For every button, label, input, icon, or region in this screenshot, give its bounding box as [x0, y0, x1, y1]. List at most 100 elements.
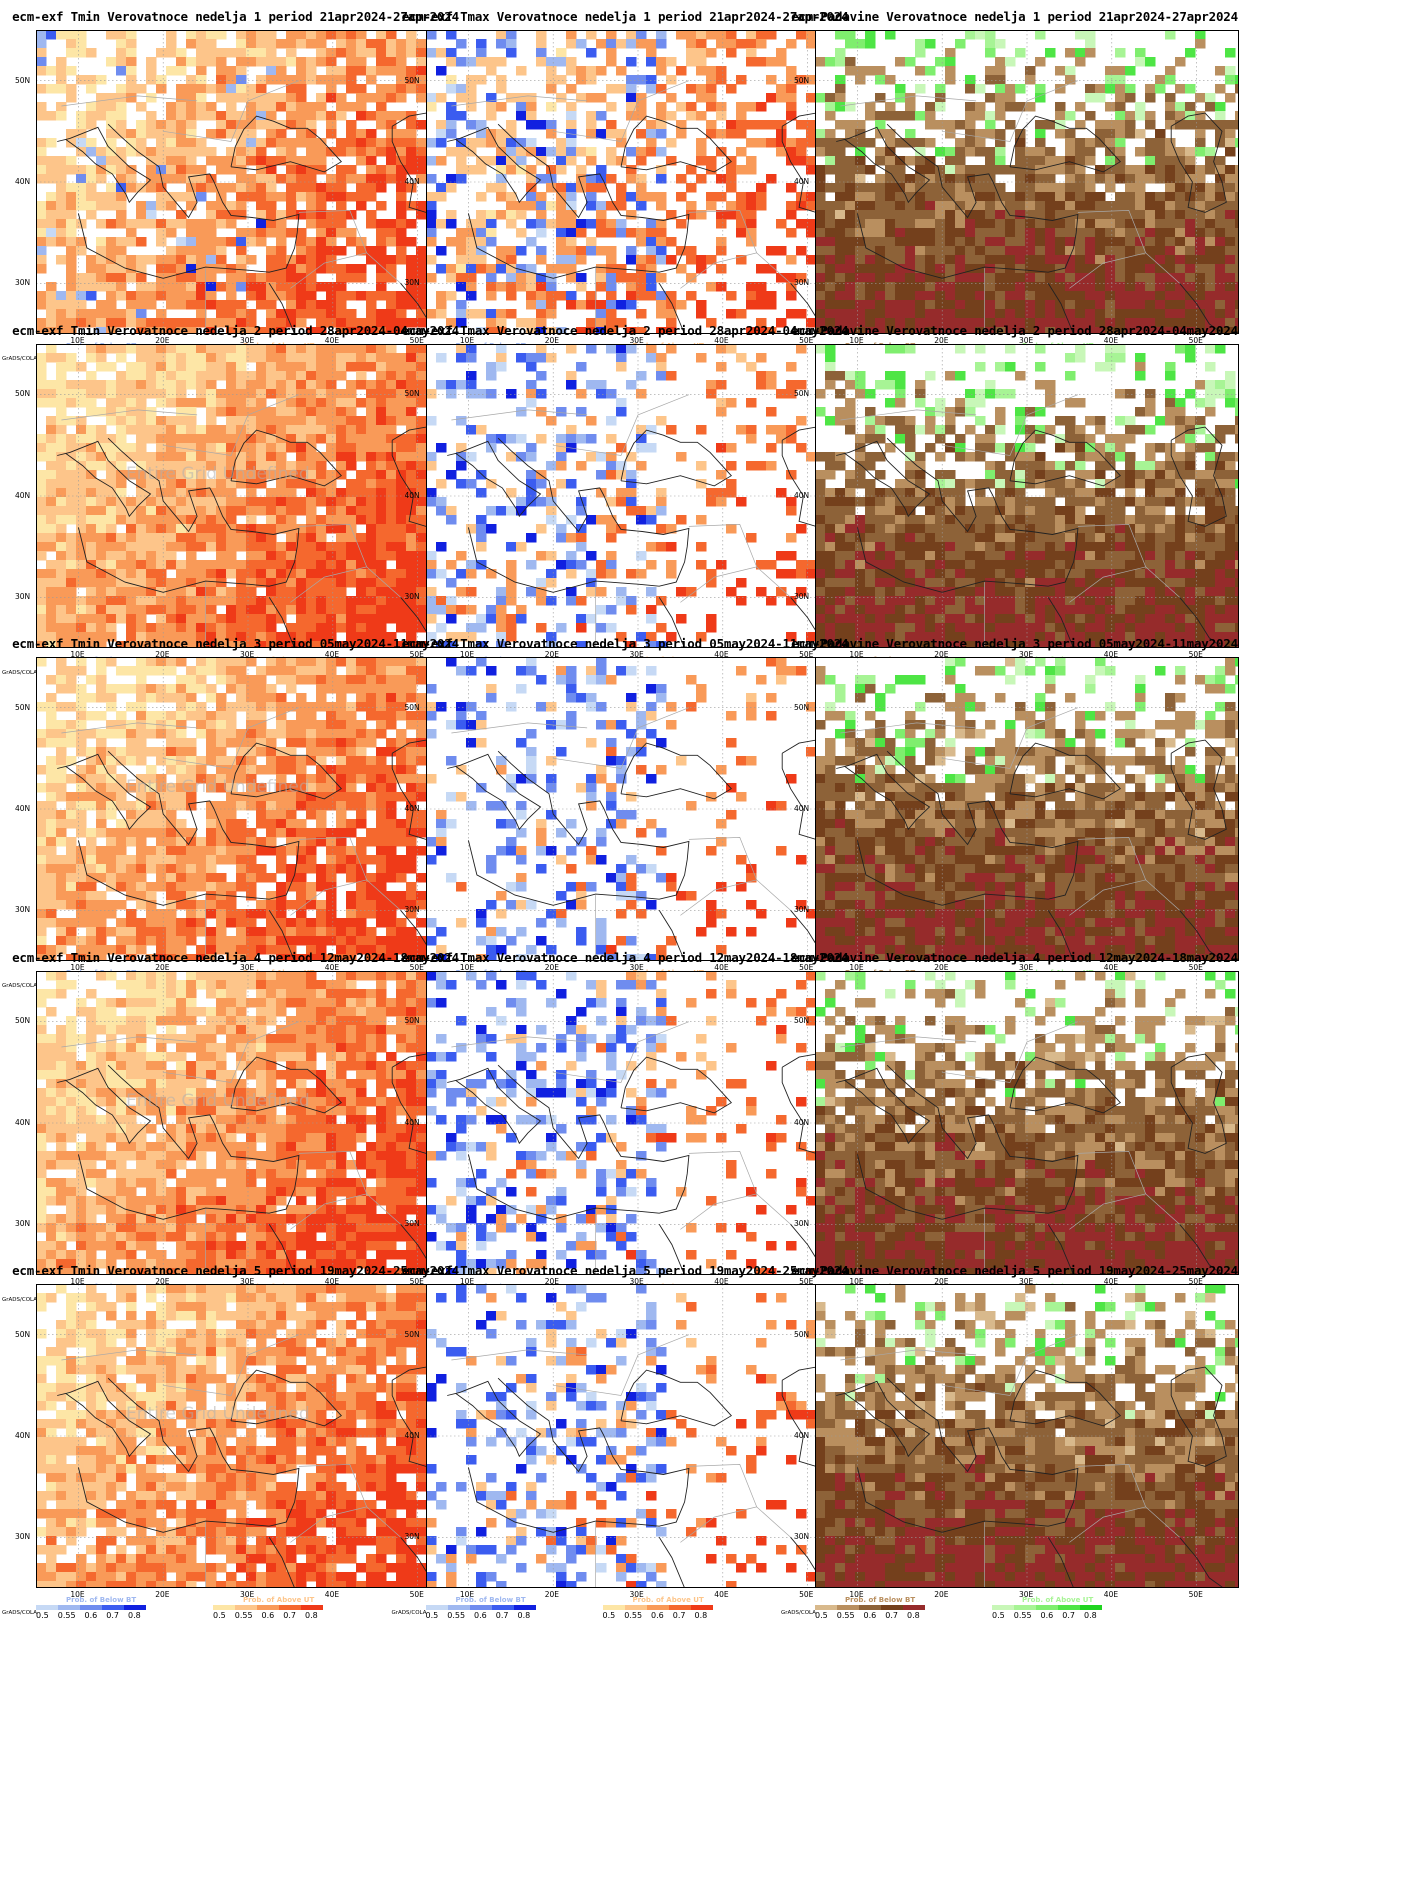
probability-cells	[36, 1284, 460, 1588]
coastline	[446, 126, 541, 204]
colorbar-swatch	[690, 1605, 713, 1610]
longitude-label: 40E	[324, 963, 340, 972]
grads-credit: GrADS/COLA	[2, 1296, 37, 1303]
colorbar-tick: 0.8	[907, 1611, 920, 1620]
colorbar-tick: 0.5	[602, 1611, 616, 1620]
latitude-label: 50N	[15, 1016, 31, 1026]
country-border	[552, 1334, 689, 1396]
coastline	[1179, 1537, 1225, 1588]
coastline	[836, 1380, 931, 1458]
coastline	[107, 1064, 215, 1159]
latitude-label: 30N	[404, 905, 420, 915]
forecast-panel: ecm-Padavine Verovatnoce nedelja 5 perio…	[779, 1254, 1250, 1633]
longitude-label: 20E	[934, 1590, 949, 1599]
map-frame	[815, 343, 1239, 648]
panel-title: ecm-exf Tmax Verovatnoce nedelja 3 perio…	[401, 636, 849, 651]
longitude-label: 10E	[70, 963, 85, 972]
longitude-label: 10E	[459, 649, 475, 659]
colorbar-swatch	[837, 1605, 859, 1610]
colorbar-swatch	[257, 1605, 279, 1610]
latitude-label: 30N	[404, 1532, 420, 1542]
longitude-label: 10E	[849, 1276, 864, 1286]
coastline	[1009, 115, 1122, 173]
coastline	[57, 1380, 152, 1458]
coastline	[886, 1064, 994, 1159]
coastline	[620, 429, 732, 486]
coastline	[268, 283, 312, 334]
forecast-panel: ecm-exf Tmin Verovatnoce nedelja 3 perio…	[0, 627, 471, 1006]
coastline	[497, 750, 604, 846]
coastline	[836, 1067, 931, 1144]
latitude-label: 50N	[15, 702, 31, 712]
coastline	[77, 495, 300, 593]
longitude-label: 10E	[849, 649, 864, 659]
longitude-label: 30E	[1019, 1276, 1034, 1286]
colorbar-swatch	[491, 1605, 514, 1610]
country-border	[61, 1349, 198, 1361]
colorbar-swatch	[425, 1605, 448, 1610]
probability-map: Entire Grid Undefined	[36, 970, 460, 1275]
coastline	[836, 126, 931, 204]
colorbar-tick: 0.6	[84, 1611, 98, 1620]
latitude-label: 40N	[15, 1117, 31, 1127]
latitude-label: 50N	[404, 702, 420, 712]
coastline	[1170, 1053, 1227, 1154]
latitude-label: 30N	[794, 1218, 810, 1228]
longitude-label: 50E	[409, 1276, 424, 1286]
longitude-label: 30E	[240, 1590, 255, 1599]
probability-map	[425, 343, 850, 648]
grads-credit: GrADS/COLA	[2, 1610, 37, 1616]
country-border	[1145, 1193, 1180, 1225]
colorbar-tick: 0.7	[283, 1611, 297, 1620]
colorbar-swatch	[124, 1605, 146, 1610]
country-border	[1145, 879, 1180, 911]
country-border	[163, 80, 300, 142]
coastline	[836, 440, 931, 517]
longitude-label: 40E	[714, 336, 729, 345]
country-border	[1069, 1150, 1147, 1230]
latitude-label: 30N	[794, 591, 810, 601]
latitude-label: 50N	[404, 389, 420, 399]
coastline	[1009, 1369, 1122, 1427]
coastline	[620, 742, 732, 800]
longitude-label: 20E	[155, 1590, 170, 1599]
longitude-label: 40E	[714, 963, 729, 972]
colorbar-swatch	[279, 1605, 301, 1610]
country-border	[755, 1193, 791, 1225]
longitude-label: 20E	[544, 1590, 559, 1599]
longitude-label: 30E	[1019, 336, 1034, 345]
country-border	[61, 722, 198, 734]
coastline	[886, 750, 994, 846]
coastline	[497, 437, 604, 532]
above-colorbar-label: Prob. of Above UT	[632, 1596, 704, 1604]
coastline	[107, 1377, 215, 1473]
forecast-panel: ecm-Padavine Verovatnoce nedelja 2 perio…	[779, 314, 1250, 693]
coastline	[230, 115, 343, 173]
longitude-label: 50E	[409, 649, 424, 659]
longitude-label: 30E	[629, 963, 644, 972]
colorbar-tick: 0.8	[305, 1611, 318, 1620]
probability-cells	[36, 657, 460, 961]
coastline	[497, 1377, 604, 1473]
probability-cells	[425, 970, 846, 1275]
colorbar-swatch	[992, 1605, 1014, 1610]
colorbar-swatch	[235, 1605, 257, 1610]
longitude-label: 40E	[324, 336, 340, 345]
country-border	[450, 722, 587, 734]
colorbar-swatch	[1036, 1605, 1058, 1610]
colorbar-swatch	[646, 1605, 669, 1610]
coastline	[1047, 1223, 1091, 1275]
latitude-label: 40N	[15, 490, 31, 500]
longitude-label: 40E	[1103, 963, 1119, 972]
above-colorbar-label: Prob. of Above UT	[243, 1596, 315, 1604]
longitude-label: 10E	[70, 336, 85, 345]
longitude-label: 40E	[324, 649, 340, 659]
longitude-label: 10E	[459, 963, 475, 972]
panel-title: ecm-exf Tmin Verovatnoce nedelja 5 perio…	[12, 1263, 459, 1278]
probability-map	[815, 343, 1239, 648]
grads-credit: GrADS/COLA	[391, 1610, 427, 1616]
coastline	[658, 1223, 702, 1275]
latitude-label: 30N	[15, 1532, 31, 1542]
coastline	[446, 1380, 541, 1458]
coastline	[77, 181, 300, 279]
